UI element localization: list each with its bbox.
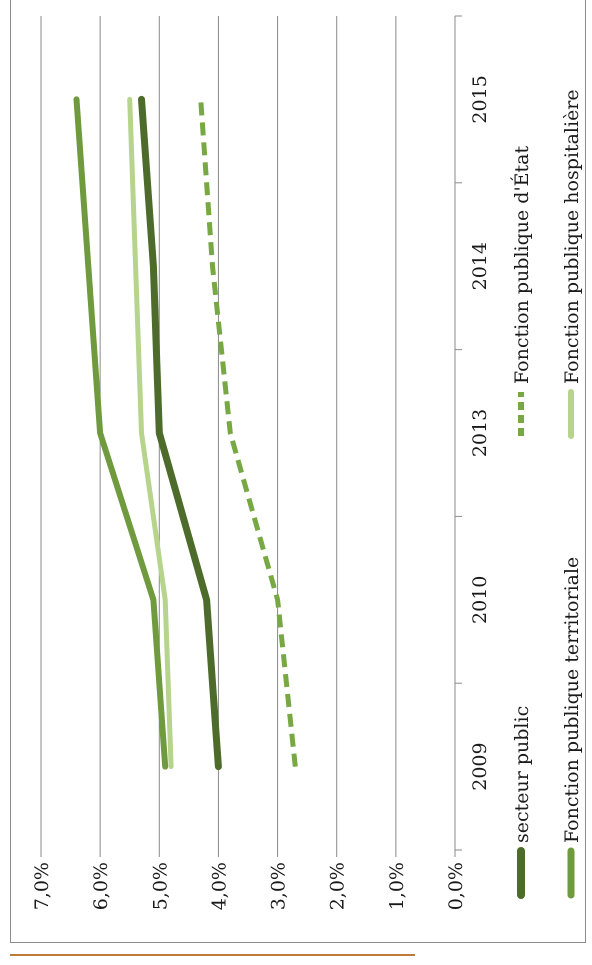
series-lines: [73, 95, 298, 771]
series-line: [127, 96, 174, 770]
chart-frame: 0,0% 1,0% 2,0% 3,0% 4,0% 5,0% 6,0% 7,0% 2009 2010…: [10, 0, 586, 943]
category-tick-label: 2009: [469, 742, 491, 790]
category-tick-label: 2013: [469, 409, 491, 457]
legend: secteur public Fonction publique d'État Fo…: [510, 89, 583, 899]
axes: 0,0% 1,0% 2,0% 3,0% 4,0% 5,0% 6,0% 7,0% 2009 2010…: [31, 15, 491, 910]
legend-label: Fonction publique territoriale: [561, 557, 583, 843]
legend-label: Fonction publique d'État: [510, 145, 533, 384]
series-line: [73, 96, 169, 770]
line-chart: 0,0% 1,0% 2,0% 3,0% 4,0% 5,0% 6,0% 7,0% 2009 2010…: [31, 15, 583, 910]
value-tick-label: 6,0%: [90, 862, 112, 910]
value-tick-label: 3,0%: [268, 862, 290, 910]
value-tick-label: 7,0%: [31, 862, 53, 910]
value-tick-label: 1,0%: [386, 862, 408, 910]
page-rule: [10, 954, 415, 956]
category-tick-label: 2014: [469, 242, 491, 290]
legend-label: secteur public: [511, 706, 533, 843]
category-tick-label: 2010: [469, 576, 491, 624]
value-tick-label: 0,0%: [445, 862, 467, 910]
series-line: [198, 99, 298, 767]
series-line: [138, 95, 222, 771]
value-tick-label: 5,0%: [149, 862, 171, 910]
value-tick-label: 4,0%: [208, 862, 230, 910]
legend-label: Fonction publique hospitalière: [561, 89, 583, 384]
value-tick-label: 2,0%: [327, 862, 349, 910]
category-tick-label: 2015: [469, 75, 491, 123]
